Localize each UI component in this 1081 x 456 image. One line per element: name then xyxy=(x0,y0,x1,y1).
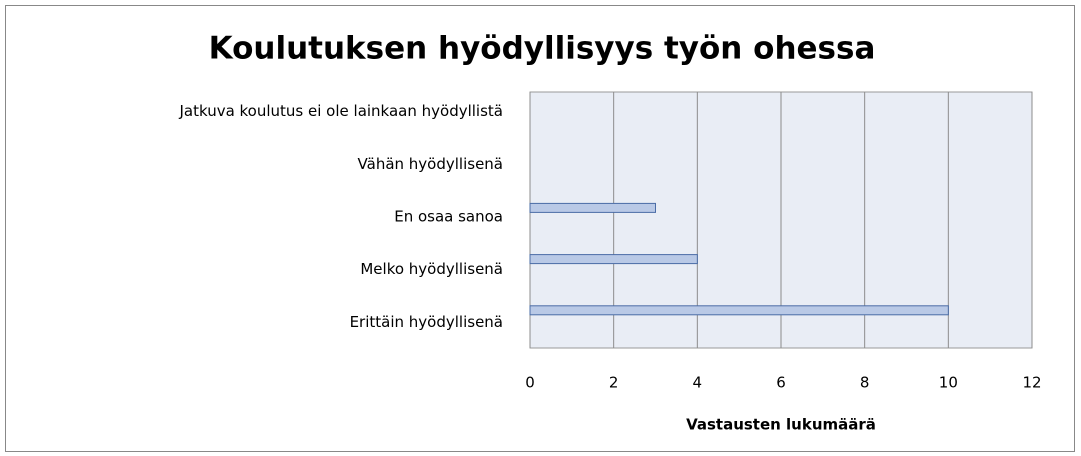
bar xyxy=(529,254,698,265)
x-tick-label: 8 xyxy=(860,374,870,392)
x-tick-label: 10 xyxy=(939,374,958,392)
x-axis-title: Vastausten lukumäärä xyxy=(686,416,876,434)
chart-title: Koulutuksen hyödyllisyys työn ohessa xyxy=(209,31,876,67)
x-tick-label: 4 xyxy=(693,374,703,392)
x-tick-label: 2 xyxy=(609,374,619,392)
x-tick-label: 12 xyxy=(1022,374,1041,392)
y-tick-label: En osaa sanoa xyxy=(394,208,503,226)
y-tick-label: Jatkuva koulutus ei ole lainkaan hyödyll… xyxy=(178,102,503,120)
x-tick-label: 0 xyxy=(525,374,535,392)
y-tick-label: Vähän hyödyllisenä xyxy=(358,155,503,173)
bar xyxy=(529,305,949,316)
bar xyxy=(529,202,656,213)
y-tick-label: Melko hyödyllisenä xyxy=(360,260,503,278)
x-tick-label: 6 xyxy=(776,374,786,392)
y-tick-label: Erittäin hyödyllisenä xyxy=(350,313,503,331)
